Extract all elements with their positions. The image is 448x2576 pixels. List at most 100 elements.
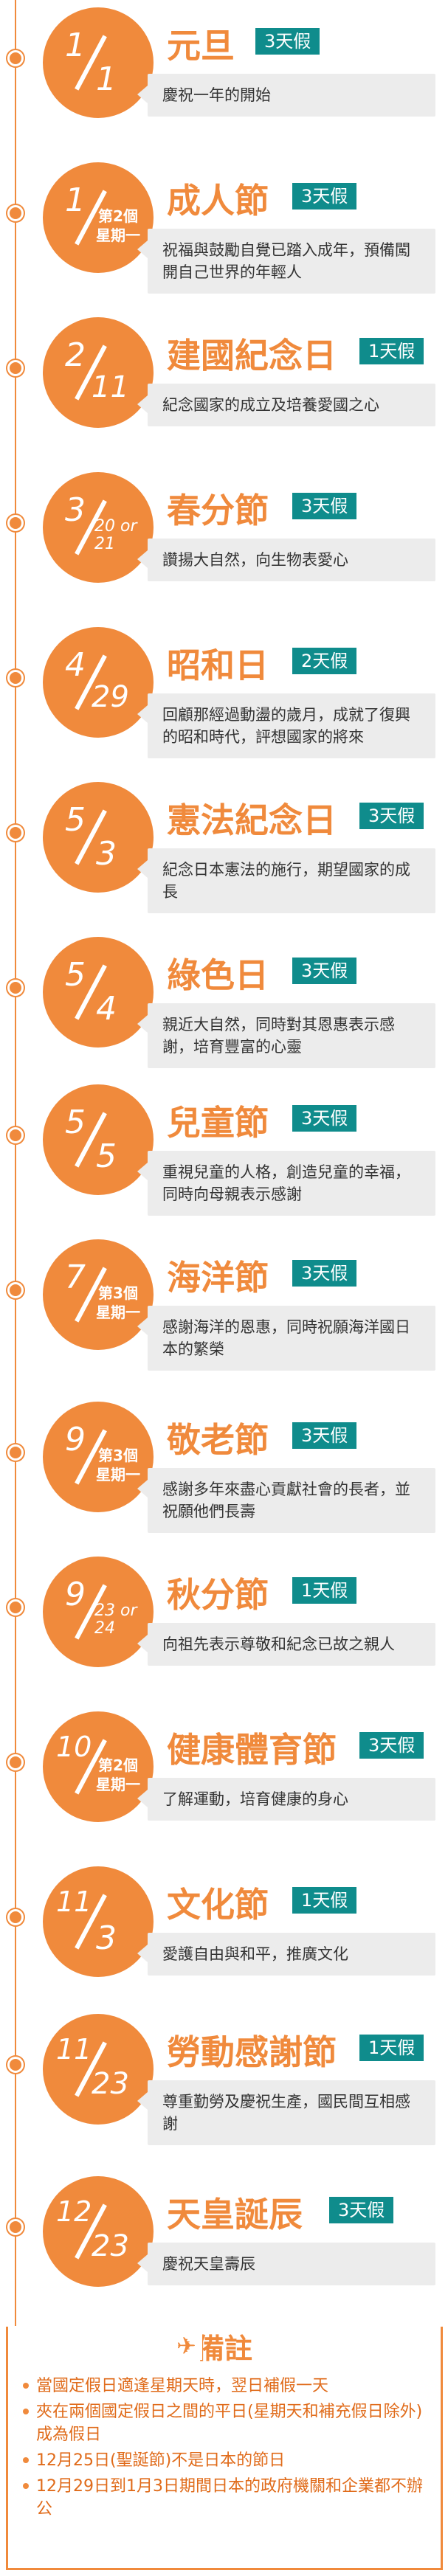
date-month: 3 — [65, 491, 86, 529]
timeline-line — [15, 0, 16, 2331]
days-off-badge: 3天假 — [292, 1105, 357, 1132]
holiday-description: 讚揚大自然，向生物表愛心 — [137, 539, 435, 581]
days-off-badge: 3天假 — [292, 958, 357, 984]
timeline-dot — [7, 360, 24, 376]
airplane-icon: ✈ — [170, 2332, 202, 2360]
days-off-badge: 3天假 — [292, 183, 357, 210]
date-day: 23 — [92, 2229, 129, 2263]
holiday-row: 5 4 綠色日 3天假親近大自然，同時對其恩惠表示感謝，培育豐富的心靈 — [0, 929, 448, 1092]
date-circle: 4 29 — [43, 627, 154, 738]
timeline-dot — [7, 1909, 24, 1925]
timeline-dot — [7, 2057, 24, 2073]
holiday-row: 11 3 文化節 1天假 愛護自由與和平，推廣文化 — [0, 1859, 448, 2021]
holiday-name: 春分節 — [167, 491, 269, 530]
holiday-name: 敬老節 — [167, 1420, 269, 1460]
holiday-description: 感謝海洋的恩惠，同時祝願海洋國日本的繁榮 — [137, 1306, 435, 1371]
days-off-badge: 1天假 — [359, 338, 424, 364]
holiday-row: 1 1 元旦 3天假慶祝一年的開始 — [0, 0, 448, 162]
date-day: 23 or 24 — [94, 1602, 137, 1638]
date-circle: 9 第3個 星期一 — [43, 1402, 154, 1512]
holiday-name: 憲法紀念日 — [167, 800, 337, 840]
note-item: 夾在兩個國定假日之間的平日(星期天和補充假日除外)成為假日 — [21, 2400, 432, 2446]
holiday-description: 慶祝一年的開始 — [137, 74, 435, 117]
holiday-description: 重視兒童的人格，創造兒童的幸福，同時向母親表示感謝 — [137, 1151, 435, 1216]
date-month: 9 — [65, 1421, 86, 1458]
holiday-description: 尊重勤勞及慶祝生產，國民間互相感謝 — [137, 2080, 435, 2145]
date-circle: 2 11 — [43, 317, 154, 428]
holiday-description: 紀念日本憲法的施行，期望國家的成長 — [137, 848, 435, 913]
days-off-badge: 3天假 — [329, 2197, 394, 2223]
holiday-name: 建國紀念日 — [167, 336, 337, 375]
holiday-row: 5 5 兒童節 3天假 重視兒童的人格，創造兒童的幸福，同時向母親表示感謝 — [0, 1077, 448, 1239]
holiday-description: 向祖先表示尊敬和紀念已故之親人 — [137, 1623, 435, 1666]
timeline-dot — [7, 515, 24, 531]
date-month: 7 — [65, 1258, 86, 1296]
date-circle: 12 23 — [43, 2176, 154, 2287]
days-off-badge: 2天假 — [292, 648, 357, 674]
date-day: 23 — [92, 2067, 129, 2101]
note-item: 12月25日(聖誕節)不是日本的節日 — [21, 2449, 432, 2472]
days-off-badge: 3天假 — [359, 1732, 424, 1759]
date-day: 29 — [92, 680, 129, 714]
date-month: 1 — [65, 27, 86, 64]
date-circle: 11 3 — [43, 1866, 154, 1977]
date-month: 1 — [65, 181, 86, 219]
date-weekday-rule: 第3個 星期一 — [96, 1284, 140, 1321]
holiday-row: 10 第2個 星期一 健康體育節 3天假 了解運動，培育健康的身心 — [0, 1704, 448, 1866]
holiday-name: 綠色日 — [167, 955, 269, 995]
timeline-dot — [7, 2219, 24, 2235]
date-day: 11 — [92, 370, 129, 404]
date-month: 2 — [65, 336, 86, 374]
timeline-dot — [7, 1444, 24, 1461]
holiday-row: 7 第3個 星期一 海洋節 3天假 感謝海洋的恩惠，同時祝願海洋國日本的繁榮 — [0, 1232, 448, 1394]
date-day: 20 or 21 — [94, 517, 137, 553]
holiday-name: 天皇誕辰 — [167, 2195, 303, 2234]
holiday-description: 感謝多年來盡心貢獻社會的長者，並祝願他們長壽 — [137, 1468, 435, 1533]
holiday-name: 昭和日 — [167, 645, 269, 685]
days-off-badge: 3天假 — [292, 1422, 357, 1449]
notes-title: ✈ 備註 — [8, 2326, 441, 2366]
holiday-description: 紀念國家的成立及培養愛國之心 — [137, 384, 435, 426]
days-off-badge: 1天假 — [292, 1577, 357, 1604]
timeline-dot — [7, 1754, 24, 1770]
timeline-dot — [7, 980, 24, 996]
date-month: 11 — [56, 2033, 92, 2066]
timeline-dot — [7, 50, 24, 66]
holiday-row: 9 23 or 24 秋分節 1天假 向祖先表示尊敬和紀念已故之親人 — [0, 1549, 448, 1711]
timeline-dot — [7, 1282, 24, 1298]
holiday-description: 回顧那經過動盪的歲月，成就了復興的昭和時代，評想國家的將來 — [137, 693, 435, 758]
holiday-row: 4 29 昭和日 2天假回顧那經過動盪的歲月，成就了復興的昭和時代，評想國家的將來 — [0, 620, 448, 782]
date-weekday-rule: 第2個 星期一 — [96, 207, 140, 244]
notes-box: ✈ 備註 當國定假日適逢星期天時，翌日補假一天 夾在兩個國定假日之間的平日(星期天… — [6, 2326, 443, 2570]
date-weekday-rule: 第3個 星期一 — [96, 1447, 140, 1483]
holiday-description: 了解運動，培育健康的身心 — [137, 1778, 435, 1821]
days-off-badge: 3天假 — [255, 28, 320, 55]
note-item: 當國定假日適逢星期天時，翌日補假一天 — [21, 2375, 432, 2397]
date-month: 9 — [65, 1576, 86, 1613]
date-day: 3 — [96, 1919, 117, 1957]
date-circle: 3 20 or 21 — [43, 472, 154, 583]
holiday-row: 11 23 勞動感謝節 1天假 尊重勤勞及慶祝生產，國民間互相感謝 — [0, 2007, 448, 2169]
date-month: 5 — [65, 956, 86, 994]
date-month: 5 — [65, 801, 86, 839]
holiday-row: 3 20 or 21 春分節 3天假 讚揚大自然，向生物表愛心 — [0, 465, 448, 627]
date-month: 11 — [56, 1886, 92, 1918]
timeline-dot — [7, 205, 24, 221]
date-month: 10 — [56, 1731, 92, 1763]
days-off-badge: 3天假 — [359, 803, 424, 829]
holiday-row: 12 23 天皇誕辰 3天假慶祝天皇壽辰 — [0, 2169, 448, 2331]
date-month: 5 — [65, 1104, 86, 1141]
date-month: 4 — [65, 646, 86, 684]
holiday-name: 元旦 — [167, 26, 235, 66]
holiday-description: 親近大自然，同時對其恩惠表示感謝，培育豐富的心靈 — [137, 1003, 435, 1068]
holiday-description: 慶祝天皇壽辰 — [137, 2243, 435, 2285]
date-day: 4 — [96, 990, 117, 1028]
holiday-row: 2 11 建國紀念日 1天假紀念國家的成立及培養愛國之心 — [0, 310, 448, 472]
holiday-description: 愛護自由與和平，推廣文化 — [137, 1933, 435, 1976]
timeline-dot — [7, 825, 24, 841]
date-circle: 9 23 or 24 — [43, 1557, 154, 1667]
date-circle: 10 第2個 星期一 — [43, 1711, 154, 1822]
